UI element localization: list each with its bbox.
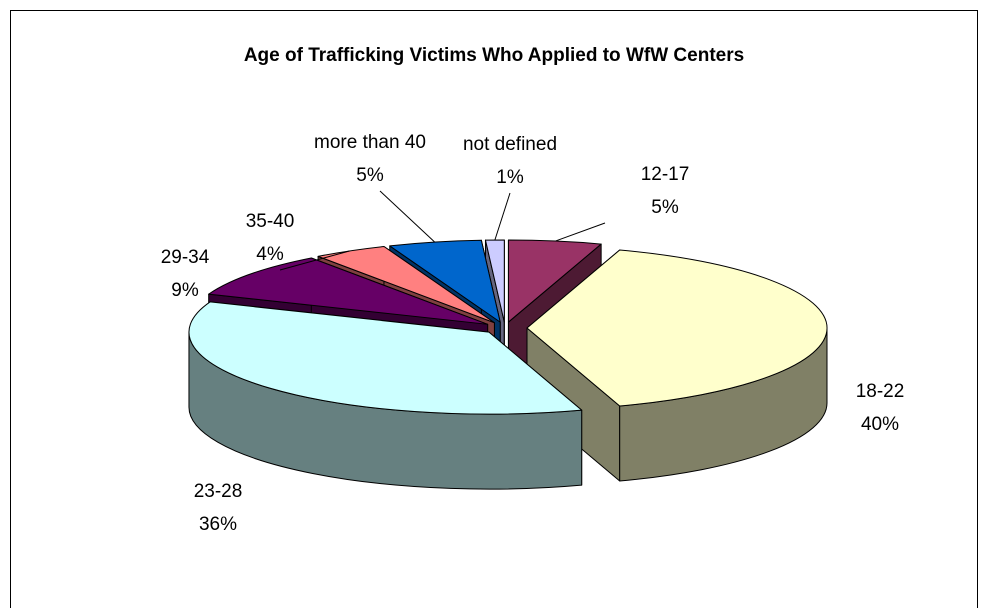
slice-label: 18-22 [856, 381, 905, 402]
chart-frame [10, 10, 978, 608]
slice [526, 249, 828, 482]
slice-value-label: 1% [496, 167, 524, 188]
slice-top [526, 249, 828, 407]
slice-value-label: 4% [256, 244, 284, 265]
slice-value-label: 36% [199, 514, 237, 535]
slice-value-label: 5% [651, 197, 679, 218]
slice-top [208, 257, 489, 325]
slice-label: not defined [463, 134, 557, 155]
slice-value-label: 5% [356, 165, 384, 186]
slice-top [188, 301, 583, 415]
slice-label: 12-17 [641, 164, 690, 185]
slice-label: more than 40 [314, 132, 426, 153]
slice-label: 29-34 [161, 247, 210, 268]
slice [188, 301, 583, 490]
slice-label: 35-40 [246, 211, 295, 232]
leader-line [494, 192, 511, 241]
leader-line [279, 250, 351, 271]
slice-value-label: 9% [171, 280, 199, 301]
slice-top [507, 239, 602, 323]
slice-value-label: 40% [861, 414, 899, 435]
slice-top [484, 239, 505, 323]
leader-line [555, 222, 606, 242]
slice-label: 23-28 [194, 481, 243, 502]
slice-top [389, 239, 501, 323]
leader-line [379, 190, 436, 243]
chart-title: Age of Trafficking Victims Who Applied t… [244, 45, 744, 66]
